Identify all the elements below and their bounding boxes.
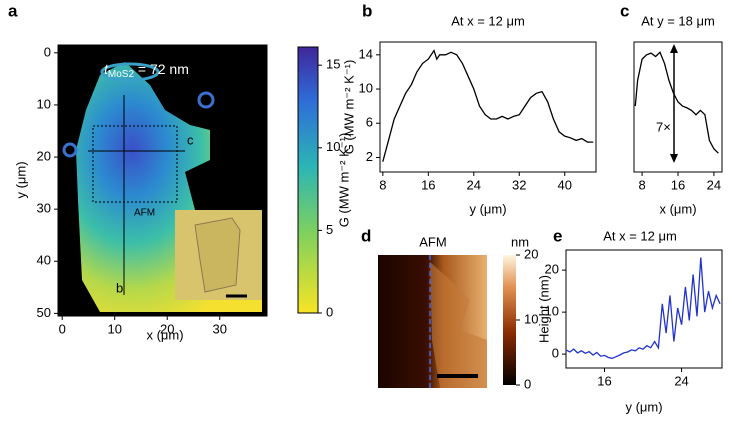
y-axis-label: y (μm) — [13, 161, 28, 198]
x-tick-label: 24 — [467, 177, 481, 192]
colorbar-label: G (MW m⁻² K⁻¹) — [336, 133, 351, 228]
y-tick-label: 50 — [37, 305, 51, 320]
colorbar-tick-label: 5 — [326, 222, 333, 237]
panel-label: b — [362, 1, 372, 20]
x-tick-label: 40 — [558, 177, 572, 192]
y-tick-label: 0 — [44, 44, 51, 59]
y-axis-label: G (MW m⁻² K⁻¹) — [341, 60, 356, 155]
annotation: 7× — [656, 119, 671, 134]
arrow-head — [670, 154, 678, 163]
panel-d-image — [378, 255, 516, 388]
panel-a-image — [58, 45, 267, 316]
y-tick-label: 40 — [37, 253, 51, 268]
y-tick-label: 10 — [359, 80, 373, 95]
colorbar-label: nm — [511, 234, 529, 249]
x-tick-label: 10 — [107, 321, 121, 336]
y-tick-label: 20 — [545, 262, 559, 277]
y-tick-label: 10 — [37, 96, 51, 111]
x-tick-label: 0 — [59, 321, 66, 336]
panel-label: c — [620, 1, 629, 20]
y-tick-label: 14 — [359, 46, 373, 61]
x-tick-label: 16 — [597, 373, 611, 388]
marker-afm: AFM — [134, 208, 155, 219]
panel-title: At y = 18 μm — [641, 13, 715, 28]
y-tick-label: 20 — [37, 148, 51, 163]
x-axis-label: x (μm) — [146, 327, 183, 342]
x-axis-label: x (μm) — [659, 201, 696, 216]
colorbar-tick-label: 0 — [326, 304, 333, 319]
x-tick-label: 24 — [707, 177, 721, 192]
panel-label: d — [361, 226, 371, 245]
x-tick-label: 24 — [674, 373, 688, 388]
colorbar-tick-label: 20 — [524, 246, 538, 261]
colorbar-a — [297, 46, 319, 314]
x-tick-label: 16 — [421, 177, 435, 192]
panel-title: AFM — [419, 234, 446, 249]
marker-c: c — [187, 132, 194, 147]
x-axis-label: y (μm) — [625, 399, 662, 414]
y-tick-label: 6 — [366, 115, 373, 130]
panel-title: At x = 12 μm — [603, 228, 677, 243]
colorbar-tick-label: 0 — [524, 376, 531, 391]
y-tick-label: 30 — [37, 201, 51, 216]
plot-frame — [57, 44, 268, 317]
x-tick-label: 30 — [213, 321, 227, 336]
x-tick-label: 20 — [160, 321, 174, 336]
panel-label: a — [8, 1, 18, 20]
y-tick-label: 2 — [366, 149, 373, 164]
y-tick-label: 0 — [552, 346, 559, 361]
line — [382, 49, 594, 162]
x-axis-label: y (μm) — [469, 201, 506, 216]
panel-label: e — [553, 226, 562, 245]
x-tick-label: 8 — [379, 177, 386, 192]
marker-b: b — [116, 280, 123, 295]
line — [634, 51, 719, 154]
x-tick-label: 32 — [512, 177, 526, 192]
y-axis-label: Height (nm) — [536, 275, 551, 343]
line — [565, 257, 721, 359]
colorbar-tick-label: 10 — [326, 139, 340, 154]
plot-frame — [379, 41, 597, 173]
x-tick-label: 8 — [638, 177, 645, 192]
plot-frame — [565, 249, 723, 369]
x-tick-label: 16 — [671, 177, 685, 192]
panel-title: At x = 12 μm — [451, 13, 525, 28]
colorbar-tick-label: 10 — [524, 311, 538, 326]
colorbar-tick-label: 15 — [326, 57, 340, 72]
y-tick-label: 10 — [545, 304, 559, 319]
plot-frame — [633, 41, 723, 173]
thickness-label: tMoS2 = 72 nm — [104, 61, 189, 80]
arrow-head — [670, 44, 678, 53]
